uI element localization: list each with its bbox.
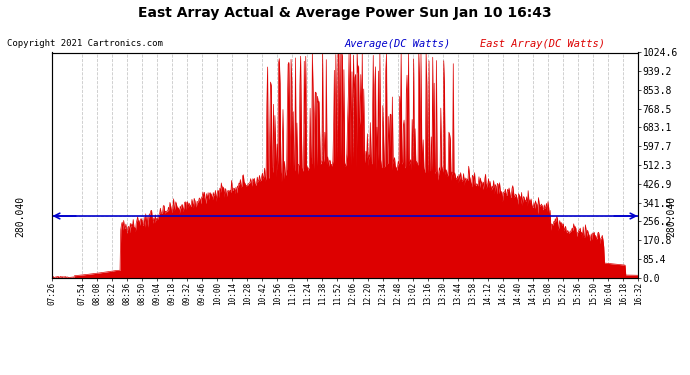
Text: 280.040: 280.040 <box>16 195 26 237</box>
Text: 280.040: 280.040 <box>667 195 676 237</box>
Text: Copyright 2021 Cartronics.com: Copyright 2021 Cartronics.com <box>7 39 163 48</box>
Text: East Array Actual & Average Power Sun Jan 10 16:43: East Array Actual & Average Power Sun Ja… <box>138 6 552 20</box>
Text: Average(DC Watts): Average(DC Watts) <box>345 39 451 50</box>
Text: East Array(DC Watts): East Array(DC Watts) <box>480 39 604 50</box>
